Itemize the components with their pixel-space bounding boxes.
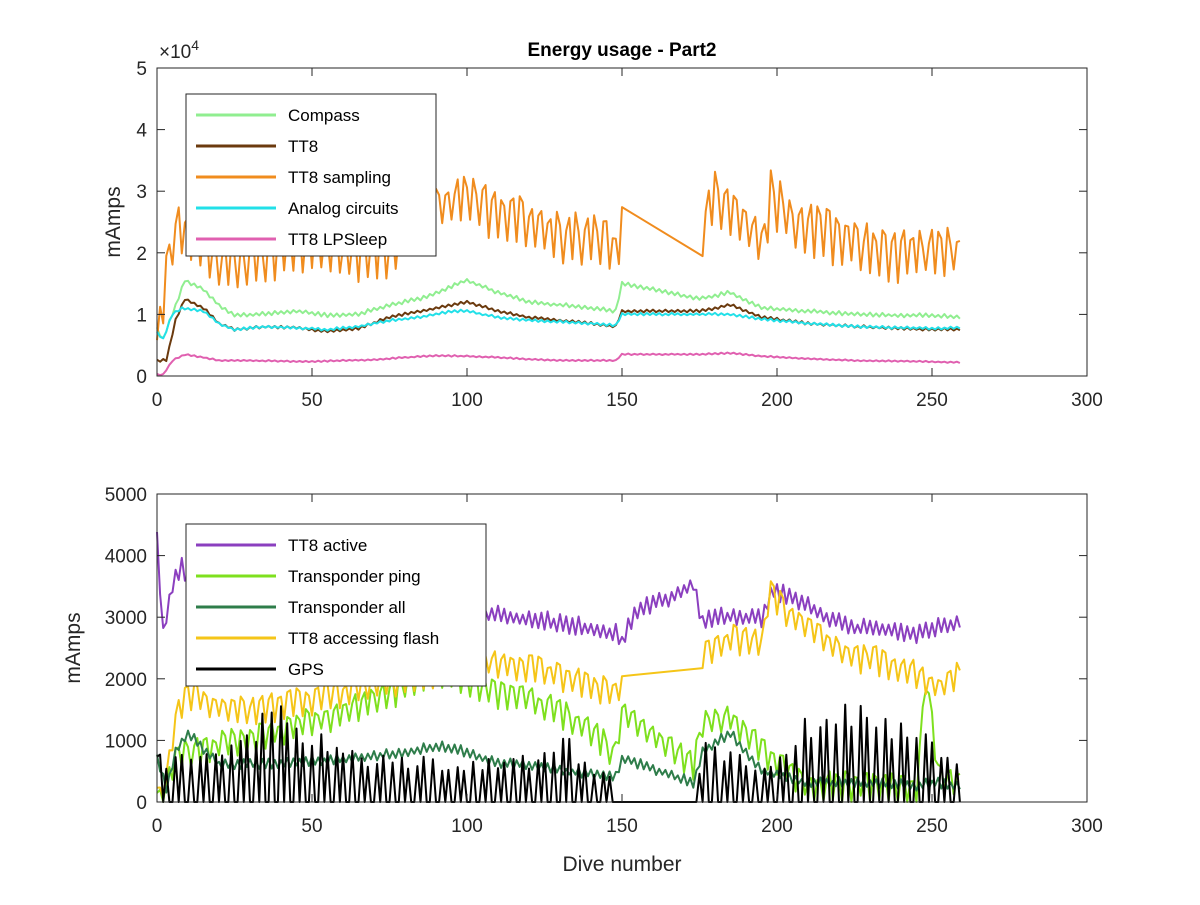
top-y-exponent-power: 4 <box>191 37 199 53</box>
top-axes: 0 50 100 150 200 250 300 0 1 2 3 4 5 Energy usage - … <box>102 37 1103 411</box>
top-ticks: 0 50 100 150 200 250 300 0 1 2 3 4 5 <box>136 59 1102 411</box>
legend-box <box>185 93 437 257</box>
top-y-exponent-base: ×10 <box>159 42 191 63</box>
series-line-analog-circuits <box>156 306 961 340</box>
top-legend: Compass TT8 TT8 sampling Analog circuits TT8… <box>185 93 437 257</box>
y-tick-label: 1 <box>136 305 147 326</box>
legend-entry: Transponder ping <box>288 567 421 586</box>
y-tick-label: 4000 <box>105 547 147 568</box>
x-tick-label: 250 <box>916 390 948 411</box>
x-tick-label: 300 <box>1071 816 1103 837</box>
series-line-tt8-accessing-flash <box>156 580 961 799</box>
bottom-axes: 0 50 100 150 200 250 300010002000300040005000 … <box>62 485 1103 876</box>
y-tick-label: 3 <box>136 182 147 203</box>
y-tick-label: 1000 <box>105 731 147 752</box>
series-line-transponder-all <box>156 729 961 794</box>
y-tick-label: 0 <box>136 367 147 388</box>
legend-entry: TT8 <box>288 137 318 156</box>
bottom-y-axis-label: mAmps <box>62 612 85 683</box>
x-tick-label: 200 <box>761 390 793 411</box>
top-y-exponent: ×104 <box>159 37 199 63</box>
series-line-compass <box>156 278 961 339</box>
top-y-axis-label: mAmps <box>102 186 125 257</box>
x-tick-label: 50 <box>301 390 322 411</box>
legend-entry: Compass <box>288 106 360 125</box>
top-chart-title: Energy usage - Part2 <box>527 40 716 61</box>
y-tick-label: 4 <box>136 121 147 142</box>
x-tick-label: 300 <box>1071 390 1103 411</box>
x-tick-label: 0 <box>152 816 163 837</box>
x-tick-label: 100 <box>451 390 483 411</box>
y-tick-label: 5 <box>136 59 147 80</box>
y-tick-label: 2 <box>136 244 147 265</box>
x-tick-label: 50 <box>301 816 322 837</box>
x-tick-label: 0 <box>152 390 163 411</box>
legend-entry: TT8 sampling <box>288 168 391 187</box>
x-tick-label: 150 <box>606 390 638 411</box>
y-tick-label: 0 <box>136 793 147 814</box>
legend-entry: TT8 active <box>288 536 367 555</box>
y-tick-label: 3000 <box>105 608 147 629</box>
legend-entry: TT8 accessing flash <box>288 629 439 648</box>
legend-box <box>185 523 487 687</box>
legend-entry: Transponder all <box>288 598 406 617</box>
x-tick-label: 150 <box>606 816 638 837</box>
x-tick-label: 100 <box>451 816 483 837</box>
bottom-legend: TT8 active Transponder ping Transponder al… <box>185 523 487 687</box>
y-tick-label: 5000 <box>105 485 147 506</box>
x-tick-label: 200 <box>761 816 793 837</box>
legend-entry: GPS <box>288 660 324 679</box>
legend-entry: TT8 LPSleep <box>288 230 387 249</box>
legend-entry: Analog circuits <box>288 199 399 218</box>
series-line-tt8-lpsleep <box>156 351 961 377</box>
x-tick-label: 250 <box>916 816 948 837</box>
bottom-x-axis-label: Dive number <box>562 853 681 876</box>
y-tick-label: 2000 <box>105 670 147 691</box>
